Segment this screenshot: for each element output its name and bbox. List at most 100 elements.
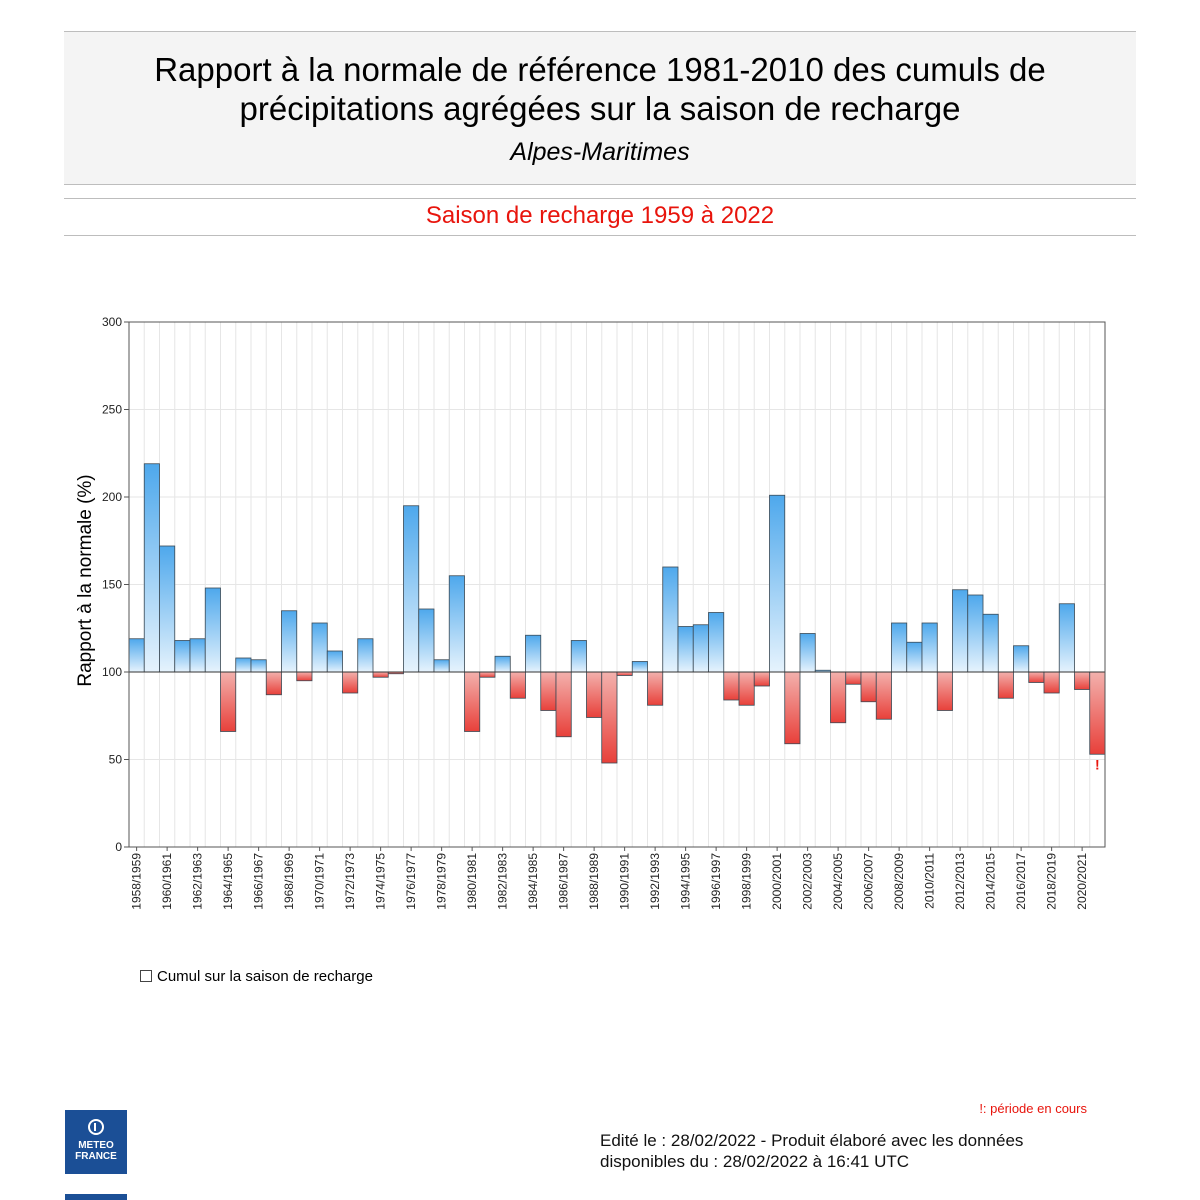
bar-1997/1998 bbox=[723, 671, 740, 701]
bar-2004/2005 bbox=[830, 671, 847, 724]
logo-icon bbox=[88, 1119, 104, 1135]
x-tick-label: 1968/1969 bbox=[282, 853, 296, 910]
x-tick-label: 1980/1981 bbox=[465, 853, 479, 910]
plot-frame bbox=[128, 321, 1106, 848]
x-tick-label: 1978/1979 bbox=[435, 853, 449, 910]
bar-1960/1961 bbox=[159, 545, 176, 673]
x-tick-label: 1974/1975 bbox=[374, 853, 388, 910]
bar-1967/1968 bbox=[265, 671, 282, 696]
in-progress-note: !: période en cours bbox=[979, 1101, 1087, 1116]
bar-2008/2009 bbox=[891, 622, 908, 673]
bar-2002/2003 bbox=[799, 633, 816, 673]
bar-2020/2021 bbox=[1074, 671, 1091, 690]
bar-1991/1992 bbox=[631, 661, 648, 673]
bar-1984/1985 bbox=[525, 634, 542, 673]
bar-1961/1962 bbox=[174, 640, 191, 673]
in-progress-marker: ! bbox=[1095, 756, 1100, 772]
x-tick-label: 1958/1959 bbox=[130, 853, 144, 910]
period-heading: Saison de recharge 1959 à 2022 bbox=[425, 202, 775, 229]
chart-subtitle: Alpes-Maritimes bbox=[510, 138, 690, 166]
x-tick-label: 2008/2009 bbox=[892, 853, 906, 910]
y-tick-label: 150 bbox=[102, 578, 122, 592]
x-tick-label: 2020/2021 bbox=[1075, 853, 1089, 910]
bars: ! bbox=[128, 463, 1106, 772]
bar-1981/1982 bbox=[479, 671, 496, 678]
bar-2009/2010 bbox=[906, 641, 923, 673]
legend-swatch bbox=[140, 970, 152, 982]
bar-1998/1999 bbox=[738, 671, 755, 706]
bar-2005/2006 bbox=[845, 671, 862, 685]
x-tick-label: 1982/1983 bbox=[496, 853, 510, 910]
x-tick-label: 1988/1989 bbox=[587, 853, 601, 910]
bar-2014/2015 bbox=[982, 613, 999, 673]
bar-2016/2017 bbox=[1013, 645, 1030, 673]
x-tick-label: 2002/2003 bbox=[801, 853, 815, 910]
bar-1988/1989 bbox=[586, 671, 603, 718]
footer-line2: disponibles du : 28/02/2022 à 16:41 UTC bbox=[600, 1152, 910, 1171]
bar-1986/1987 bbox=[555, 671, 572, 738]
bar-2001/2002 bbox=[784, 671, 801, 745]
bar-1972/1973 bbox=[342, 671, 359, 694]
bar-2010/2011 bbox=[921, 622, 938, 673]
bar-1973/1974 bbox=[357, 638, 374, 673]
x-tick-label: 2016/2017 bbox=[1014, 853, 1028, 910]
bar-1965/1966 bbox=[235, 657, 252, 673]
bar-1990/1991 bbox=[616, 671, 633, 676]
x-tick-label: 2000/2001 bbox=[770, 853, 784, 910]
x-tick-label: 2014/2015 bbox=[984, 853, 998, 910]
x-tick-label: 2018/2019 bbox=[1045, 853, 1059, 910]
bar-1958/1959 bbox=[128, 638, 145, 673]
title-panel: Rapport à la normale de référence 1981-2… bbox=[64, 31, 1136, 185]
x-tick-label: 1990/1991 bbox=[618, 853, 632, 910]
bar-1979/1980 bbox=[448, 575, 465, 673]
bar-1987/1988 bbox=[570, 640, 587, 673]
bar-1992/1993 bbox=[647, 671, 664, 706]
bar-1980/1981 bbox=[464, 671, 481, 732]
bar-1976/1977 bbox=[403, 505, 420, 673]
bar-1959/1960 bbox=[143, 463, 160, 673]
y-tick-label: 100 bbox=[102, 665, 122, 679]
secondary-logo bbox=[65, 1194, 127, 1200]
footer-line1: Edité le : 28/02/2022 - Produit élaboré … bbox=[600, 1131, 1024, 1150]
x-tick-label: 2012/2013 bbox=[953, 853, 967, 910]
x-tick-label: 1970/1971 bbox=[313, 853, 327, 910]
logo-text-line1: METEO bbox=[78, 1140, 114, 1151]
y-axis-title: Rapport à la normale (%) bbox=[75, 474, 96, 686]
bar-1994/1995 bbox=[677, 626, 694, 673]
bar-1969/1970 bbox=[296, 671, 313, 682]
y-tick-label: 0 bbox=[115, 840, 122, 854]
x-tick-label: 1960/1961 bbox=[160, 853, 174, 910]
bar-1983/1984 bbox=[509, 671, 526, 699]
period-panel: Saison de recharge 1959 à 2022 bbox=[64, 198, 1136, 236]
x-tick-label: 1972/1973 bbox=[343, 853, 357, 910]
bar-2011/2012 bbox=[936, 671, 953, 711]
bar-1968/1969 bbox=[281, 610, 298, 673]
bar-1964/1965 bbox=[220, 671, 237, 732]
bar-2015/2016 bbox=[997, 671, 1014, 699]
bar-2018/2019 bbox=[1043, 671, 1060, 694]
x-tick-label: 1996/1997 bbox=[709, 853, 723, 910]
legend: Cumul sur la saison de recharge bbox=[140, 968, 373, 985]
bar-2000/2001 bbox=[769, 494, 786, 673]
bar-2017/2018 bbox=[1028, 671, 1045, 683]
bar-1971/1972 bbox=[326, 650, 343, 673]
x-tick-label: 1962/1963 bbox=[191, 853, 205, 910]
bar-1993/1994 bbox=[662, 566, 679, 673]
x-tick-label: 1976/1977 bbox=[404, 853, 418, 910]
x-tick-label: 1992/1993 bbox=[648, 853, 662, 910]
bar-1999/2000 bbox=[753, 671, 770, 687]
bar-1989/1990 bbox=[601, 671, 618, 764]
footer: Edité le : 28/02/2022 - Produit élaboré … bbox=[600, 1130, 1023, 1172]
y-tick-label: 200 bbox=[102, 490, 122, 504]
x-tick-label: 1964/1965 bbox=[221, 853, 235, 910]
bar-2019/2020 bbox=[1058, 603, 1075, 673]
x-tick-label: 1998/1999 bbox=[740, 853, 754, 910]
chart-title-line2: précipitations agrégées sur la saison de… bbox=[239, 90, 961, 127]
bar-1996/1997 bbox=[708, 612, 725, 673]
y-tick-label: 300 bbox=[102, 315, 122, 329]
chart-title-line1: Rapport à la normale de référence 1981-2… bbox=[154, 51, 1046, 88]
bar-2021/2022 bbox=[1089, 671, 1106, 755]
bar-1982/1983 bbox=[494, 655, 511, 673]
x-tick-label: 1966/1967 bbox=[252, 853, 266, 910]
bar-1962/1963 bbox=[189, 638, 206, 673]
